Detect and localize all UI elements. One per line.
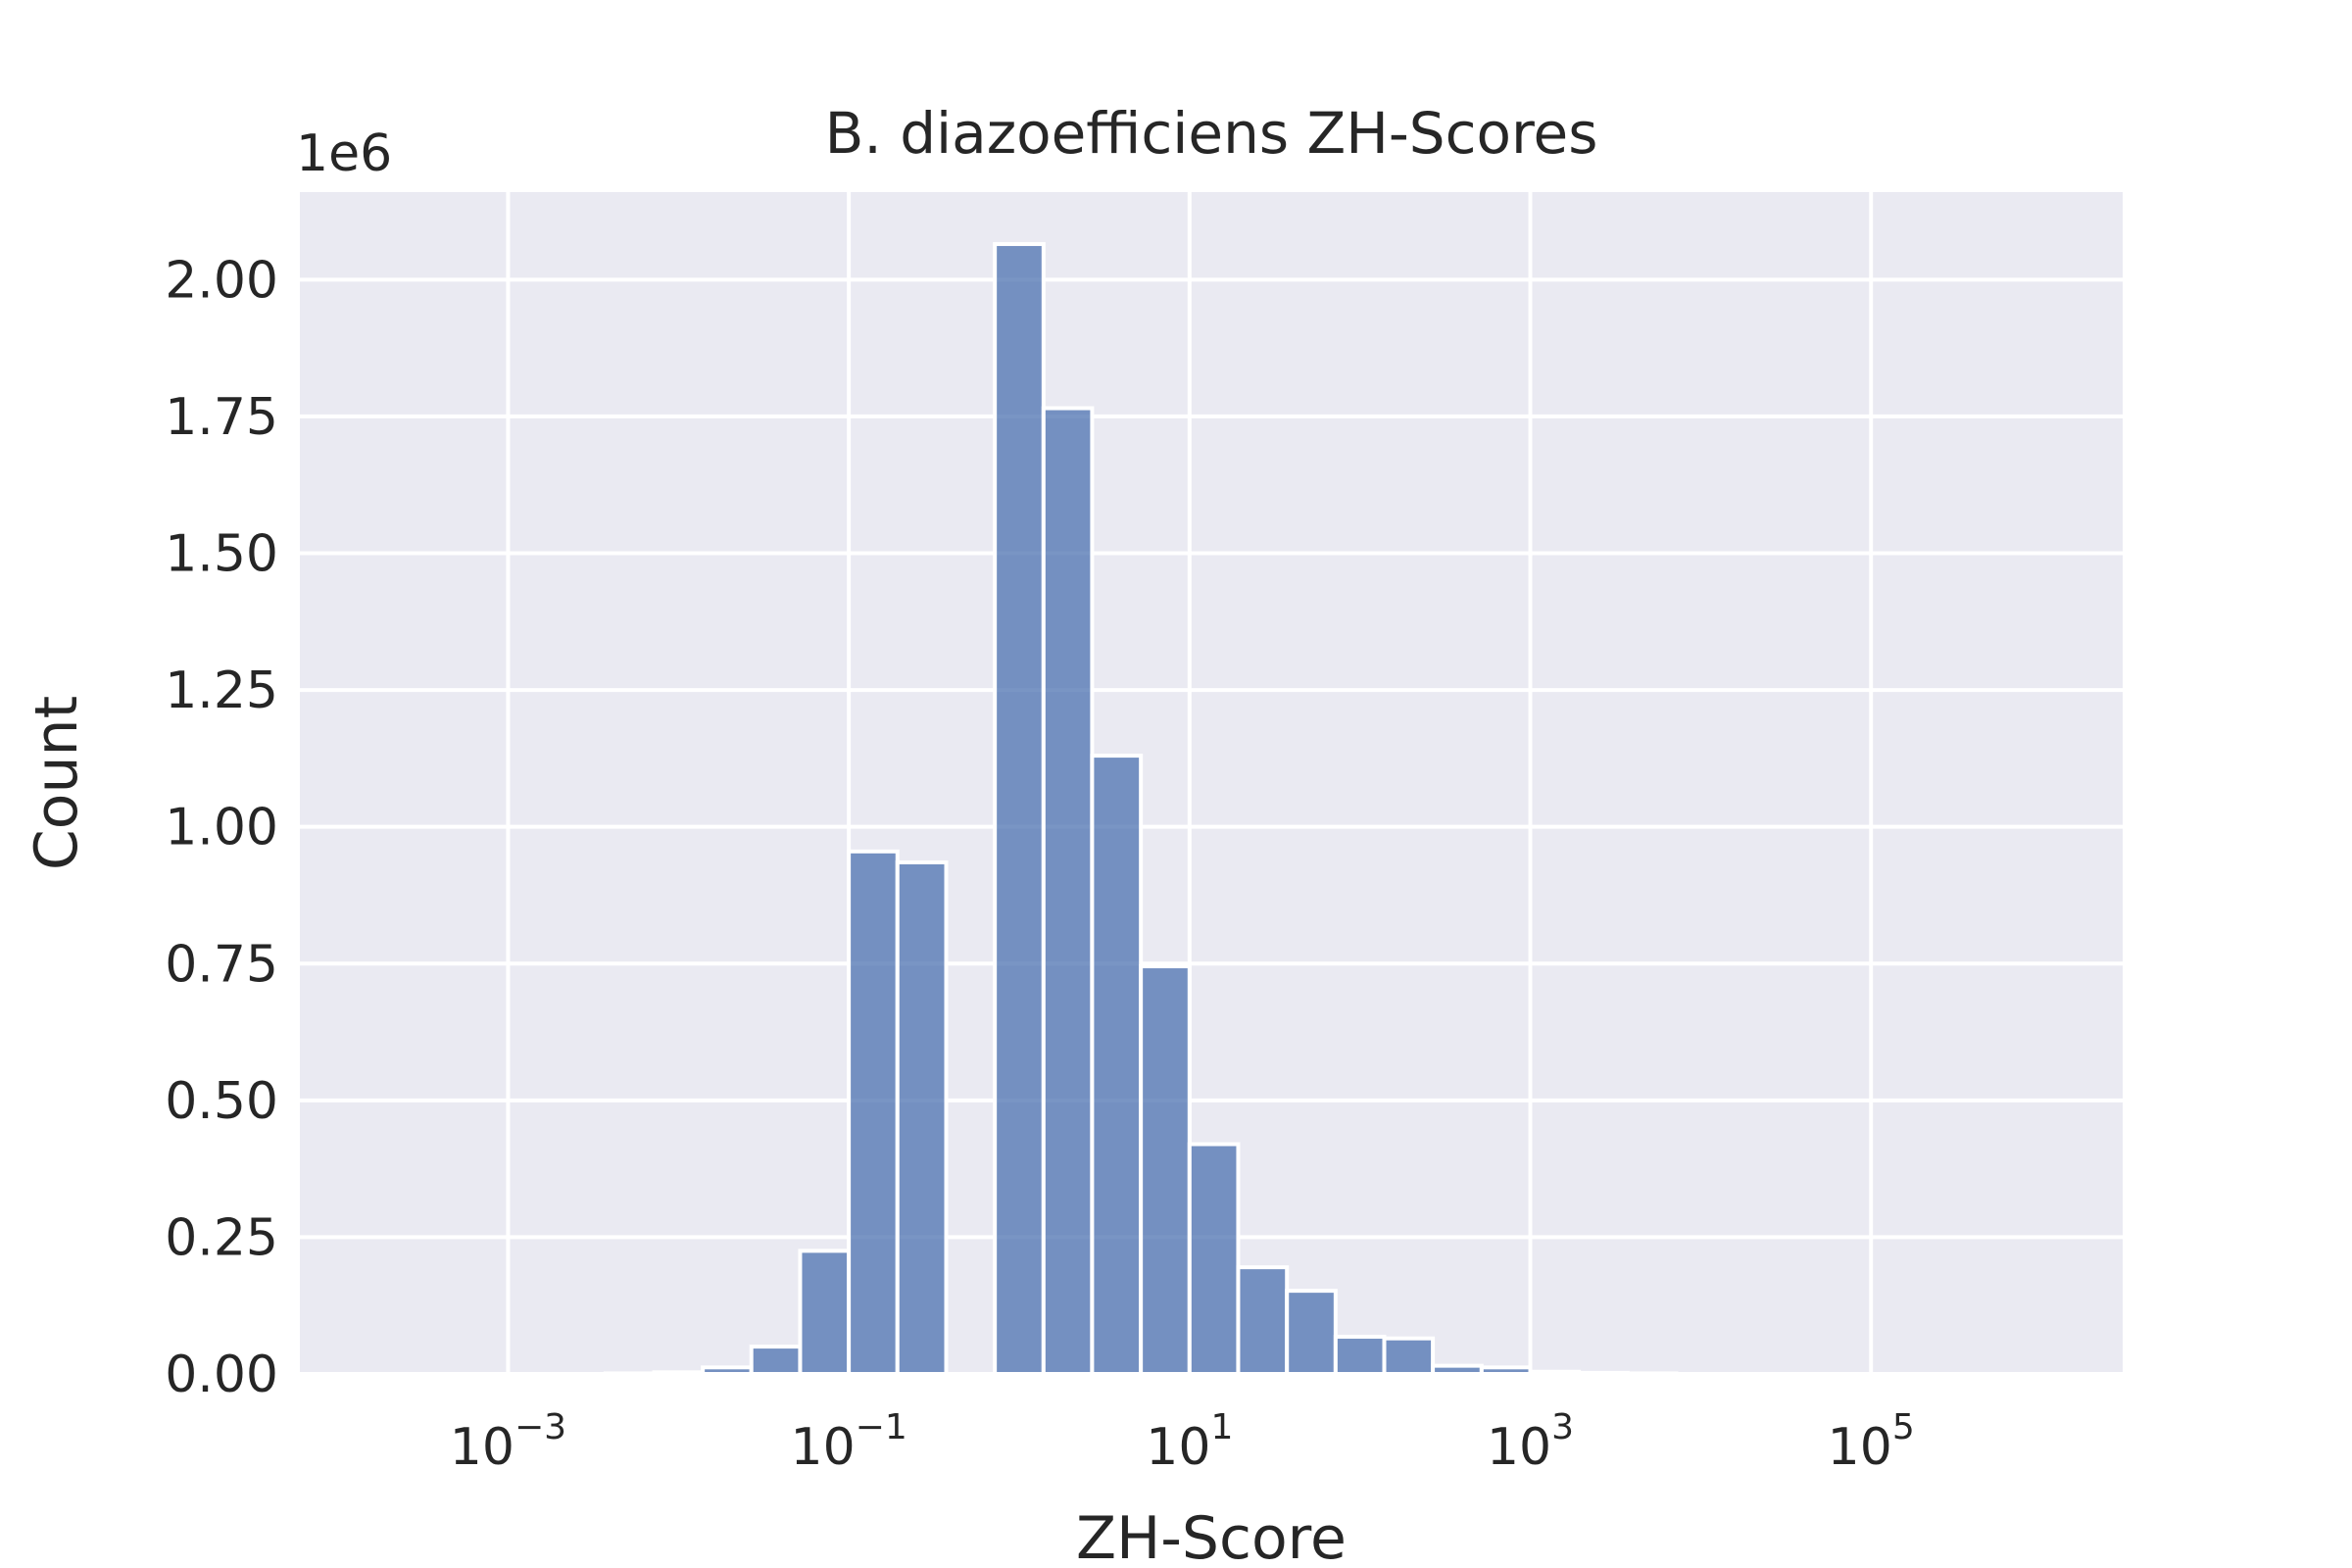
x-tick-label: 103 (1487, 1407, 1574, 1477)
histogram-bar-3 (652, 1370, 706, 1376)
y-tick-label: 2.00 (165, 251, 278, 310)
histogram-bar-19 (1431, 1363, 1484, 1376)
histogram-bar-6 (798, 1249, 852, 1376)
y-axis-label: Count (23, 696, 91, 870)
histogram-bar-13 (1139, 964, 1192, 1377)
histogram-bar-20 (1479, 1365, 1533, 1377)
y-axis-offset-label: 1e6 (296, 124, 392, 183)
y-tick-label: 1.50 (165, 525, 278, 584)
histogram-bar-14 (1187, 1142, 1241, 1376)
y-tick-label: 0.00 (165, 1346, 278, 1404)
x-axis-ticks: 10−3 10−1 101 103 105 (450, 1407, 1915, 1477)
histogram-bar-11 (1041, 406, 1095, 1376)
histogram-bar-5 (749, 1345, 803, 1377)
bars (603, 242, 1679, 1377)
histogram-bar-23 (1625, 1371, 1679, 1376)
chart-title: B. diazoefficiens ZH-Scores (825, 100, 1598, 167)
y-tick-label: 0.25 (165, 1208, 278, 1267)
y-tick-label: 1.25 (165, 662, 278, 720)
histogram-bar-2 (603, 1371, 657, 1376)
histogram-bar-10 (993, 242, 1046, 1377)
histogram-bar-21 (1528, 1369, 1582, 1377)
histogram-bar-22 (1577, 1370, 1630, 1376)
y-tick-label: 0.50 (165, 1072, 278, 1131)
y-tick-label: 0.75 (165, 935, 278, 994)
y-axis-ticks: 0.00 0.25 0.50 0.75 1.00 1.25 1.50 1.75 2.00 (165, 251, 278, 1404)
histogram-bar-17 (1333, 1335, 1387, 1376)
histogram-bar-4 (701, 1365, 754, 1377)
histogram-bar-7 (847, 849, 900, 1376)
x-tick-label: 10−1 (790, 1407, 906, 1477)
histogram-bar-12 (1090, 754, 1144, 1376)
x-tick-label: 10−3 (450, 1407, 566, 1477)
histogram-bar-18 (1382, 1336, 1436, 1377)
x-tick-label: 101 (1146, 1407, 1233, 1477)
histogram-bar-8 (895, 859, 949, 1376)
histogram-bar-15 (1236, 1265, 1290, 1376)
y-tick-label: 1.00 (165, 799, 278, 858)
y-tick-label: 1.75 (165, 388, 278, 447)
x-tick-label: 105 (1828, 1407, 1915, 1477)
histogram-bar-16 (1285, 1289, 1338, 1376)
x-axis-label: ZH-Score (1076, 1504, 1347, 1568)
